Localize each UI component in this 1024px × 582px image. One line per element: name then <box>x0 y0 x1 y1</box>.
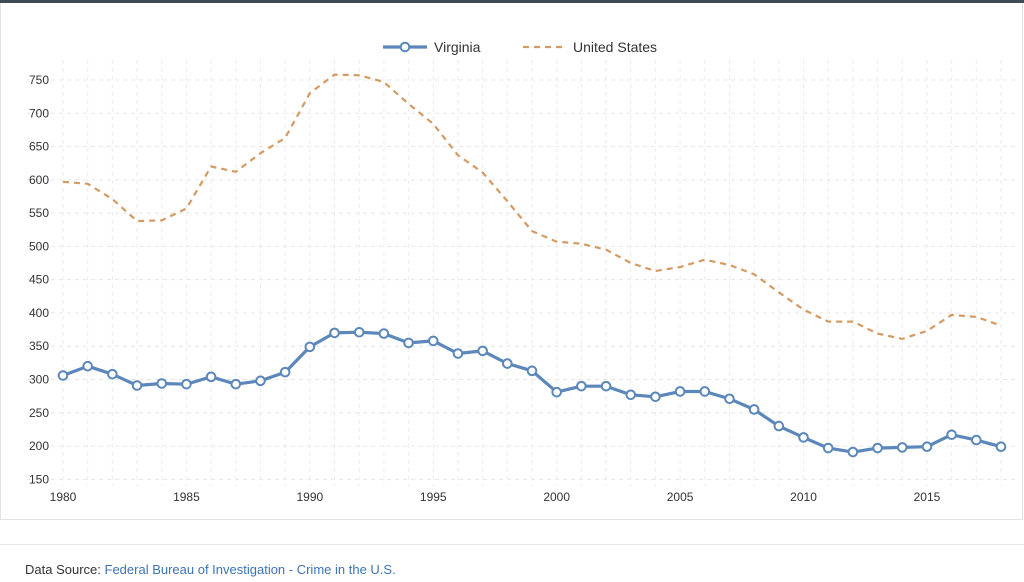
data-point-virginia <box>822 442 834 454</box>
x-axis-labels: 1980 1985 1990 1995 2000 2005 2010 2015 <box>50 490 941 504</box>
data-point-virginia <box>526 365 538 377</box>
x-tick-label: 2010 <box>790 490 817 504</box>
legend-label-virginia: Virginia <box>434 39 481 55</box>
x-tick-label: 2015 <box>914 490 941 504</box>
data-point-virginia <box>502 358 513 369</box>
data-point-virginia <box>477 345 488 357</box>
data-point-virginia <box>872 442 883 454</box>
data-point-virginia <box>181 378 192 390</box>
y-tick-label: 650 <box>29 140 49 154</box>
data-point-virginia <box>946 429 957 441</box>
data-point-virginia <box>971 434 982 446</box>
data-point-virginia <box>847 446 859 458</box>
data-point-virginia <box>995 441 1007 453</box>
y-tick-label: 300 <box>29 373 49 387</box>
data-point-virginia <box>699 386 711 397</box>
data-point-virginia <box>724 393 735 405</box>
legend: Virginia United States <box>383 39 657 55</box>
data-source-link[interactable]: Federal Bureau of Investigation - Crime … <box>104 562 396 577</box>
legend-item-united-states: United States <box>523 39 657 55</box>
top-border <box>0 0 1024 3</box>
legend-item-virginia: Virginia <box>383 39 481 55</box>
x-tick-label: 1990 <box>296 490 323 504</box>
data-point-virginia <box>353 326 365 338</box>
x-tick-label: 2000 <box>543 490 570 504</box>
data-point-virginia <box>131 380 143 391</box>
data-point-virginia <box>156 378 168 389</box>
data-point-virginia <box>205 371 217 383</box>
y-tick-label: 600 <box>29 173 49 187</box>
y-tick-label: 350 <box>29 339 49 353</box>
footer: Data Source: Federal Bureau of Investiga… <box>0 544 1024 582</box>
data-point-virginia <box>921 441 933 453</box>
data-point-virginia <box>773 420 785 432</box>
data-source: Data Source: Federal Bureau of Investiga… <box>25 562 396 577</box>
y-tick-label: 450 <box>29 273 49 287</box>
data-point-virginia <box>82 360 93 372</box>
x-tick-label: 1995 <box>420 490 447 504</box>
data-point-virginia <box>625 389 637 401</box>
data-point-virginia <box>452 348 464 359</box>
y-tick-label: 150 <box>29 472 49 486</box>
data-point-virginia <box>329 327 340 339</box>
y-tick-label: 750 <box>29 73 49 87</box>
series-virginia <box>57 326 1007 458</box>
grid-lines <box>27 60 1015 486</box>
data-point-virginia <box>304 341 316 353</box>
data-point-virginia <box>896 442 908 453</box>
x-tick-label: 2005 <box>667 490 694 504</box>
y-tick-label: 500 <box>29 239 49 253</box>
y-tick-label: 400 <box>29 306 49 320</box>
data-point-virginia <box>378 328 390 339</box>
data-point-virginia <box>650 391 661 403</box>
legend-label-united-states: United States <box>573 39 657 55</box>
y-tick-label: 250 <box>29 406 49 420</box>
data-point-virginia <box>427 335 439 347</box>
legend-marker-virginia <box>399 41 411 53</box>
y-tick-label: 700 <box>29 106 49 120</box>
series-line-united-states <box>62 73 1002 341</box>
data-point-virginia <box>230 378 242 390</box>
data-source-label: Data Source: <box>25 562 105 577</box>
data-point-virginia <box>748 404 760 415</box>
data-point-virginia <box>600 380 612 392</box>
data-point-virginia <box>57 370 69 381</box>
chart-panel: 150 200 250 300 350 400 450 500 550 600 650 700 750 1… <box>0 3 1023 520</box>
y-axis-labels: 150 200 250 300 350 400 450 500 550 600 650 700 750 <box>29 73 49 486</box>
data-point-virginia <box>551 386 562 398</box>
line-chart: 1502002503003504004505005506006507007501… <box>27 39 1015 504</box>
data-point-virginia <box>255 375 266 387</box>
y-tick-label: 550 <box>29 206 49 220</box>
data-point-virginia <box>674 386 686 397</box>
data-point-virginia <box>798 432 809 443</box>
x-tick-label: 1980 <box>50 490 77 504</box>
y-tick-label: 200 <box>29 439 49 453</box>
series-united-states <box>62 73 1002 341</box>
x-tick-label: 1985 <box>173 490 200 504</box>
data-point-virginia <box>279 366 291 378</box>
data-point-virginia <box>403 337 414 349</box>
data-point-virginia <box>576 380 587 392</box>
data-point-virginia <box>107 368 118 380</box>
